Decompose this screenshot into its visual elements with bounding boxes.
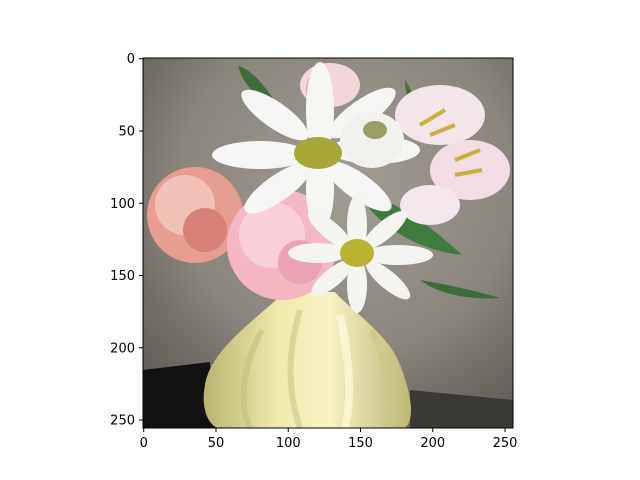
x-tick-label: 50	[208, 436, 225, 451]
axes-frame	[142, 57, 514, 429]
x-axis: 0 50 100 150 200 250	[140, 428, 518, 451]
y-tick-label: 200	[110, 341, 135, 356]
vase-shape	[203, 292, 412, 428]
y-tick-label: 100	[110, 197, 135, 212]
daisy-small	[288, 195, 433, 313]
y-axis: 0 50 100 150 200 250	[110, 52, 143, 429]
y-tick-label: 150	[110, 269, 135, 284]
daisy-large	[212, 62, 420, 230]
x-tick-label: 250	[493, 436, 518, 451]
y-tick-label: 50	[118, 124, 135, 139]
x-tick-label: 0	[140, 436, 148, 451]
y-tick-label: 250	[110, 414, 135, 429]
x-tick-label: 100	[276, 436, 301, 451]
x-tick-label: 200	[420, 436, 445, 451]
y-tick-label: 0	[127, 52, 135, 67]
x-tick-label: 150	[348, 436, 373, 451]
photo-image	[143, 58, 513, 428]
